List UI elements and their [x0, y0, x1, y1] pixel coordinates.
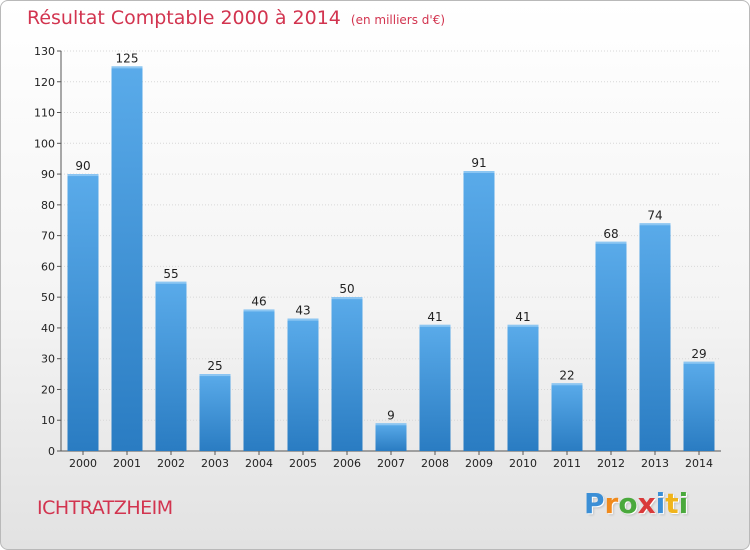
y-tick-label: 110	[34, 107, 55, 120]
bar-highlight	[375, 423, 407, 426]
x-tick-label-2010: 2010	[509, 457, 537, 470]
y-tick-label: 20	[41, 383, 55, 396]
bar-highlight	[419, 324, 451, 327]
x-tick-label-2009: 2009	[465, 457, 493, 470]
bar-2004	[243, 309, 275, 451]
y-tick-label: 40	[41, 322, 55, 335]
bar-2001	[111, 66, 143, 451]
value-label-2007: 9	[387, 408, 395, 422]
x-tick-label-2001: 2001	[113, 457, 141, 470]
value-label-2009: 91	[471, 156, 486, 170]
value-label-2013: 74	[647, 208, 662, 222]
value-label-2003: 25	[207, 359, 222, 373]
logo-letter: i	[655, 487, 666, 520]
y-tick-label: 120	[34, 76, 55, 89]
x-tick-label-2007: 2007	[377, 457, 405, 470]
chart-title: Résultat Comptable 2000 à 2014 (en millie…	[27, 7, 445, 29]
y-tick-label: 60	[41, 260, 55, 273]
bar-highlight	[463, 171, 495, 173]
logo-letter: t	[665, 487, 679, 520]
y-tick-label: 0	[48, 445, 55, 458]
bar-2012	[595, 241, 627, 451]
value-label-2014: 29	[691, 347, 706, 361]
logo-letter: i	[678, 487, 689, 520]
bar-highlight	[331, 297, 363, 300]
value-label-2000: 90	[75, 159, 90, 173]
bar-2003	[199, 374, 231, 451]
commune-name: ICHTRATZHEIM	[37, 497, 173, 519]
y-tick-label: 30	[41, 353, 55, 366]
bar-2008	[419, 324, 451, 451]
bar-2000	[67, 174, 99, 452]
y-tick-label: 70	[41, 230, 55, 243]
proxiti-logo[interactable]: Proxiti	[584, 487, 688, 520]
x-tick-label-2000: 2000	[69, 457, 97, 470]
value-label-2008: 41	[427, 310, 442, 324]
bar-2009	[463, 171, 495, 451]
value-label-2005: 43	[295, 304, 310, 318]
bar-2002	[155, 281, 187, 451]
bar-highlight	[67, 174, 99, 177]
y-tick-label: 10	[41, 414, 55, 427]
x-tick-label-2008: 2008	[421, 457, 449, 470]
bar-highlight	[639, 223, 671, 226]
x-tick-label-2006: 2006	[333, 457, 361, 470]
value-label-2004: 46	[251, 294, 266, 308]
bar-highlight	[199, 374, 231, 377]
bar-highlight	[507, 324, 539, 327]
x-tick-label-2013: 2013	[641, 457, 669, 470]
x-tick-label-2012: 2012	[597, 457, 625, 470]
bar-highlight	[111, 66, 143, 69]
bar-2011	[551, 383, 583, 451]
chart-title-text: Résultat Comptable 2000 à 2014	[27, 7, 341, 29]
logo-letter: P	[584, 487, 605, 520]
bar-2006	[331, 297, 363, 451]
logo-letter: o	[618, 487, 638, 520]
bar-highlight	[155, 281, 187, 284]
y-tick-label: 50	[41, 291, 55, 304]
bar-highlight	[683, 361, 715, 364]
bar-highlight	[287, 318, 319, 321]
labels: 0 10 20 30 40 50 60 70 80 90 100 110 120 130 90 2000 125…	[34, 45, 713, 470]
logo-letter: r	[604, 487, 619, 520]
bar-highlight	[551, 383, 583, 386]
x-tick-label-2004: 2004	[245, 457, 273, 470]
bar-2007	[375, 423, 407, 451]
gridlines	[61, 50, 721, 421]
bar-highlight	[243, 309, 275, 312]
x-tick-label-2014: 2014	[685, 457, 713, 470]
value-label-2001: 125	[116, 51, 139, 65]
y-tick-label: 100	[34, 137, 55, 150]
value-label-2006: 50	[339, 282, 354, 296]
value-label-2012: 68	[603, 227, 618, 241]
bar-2014	[683, 361, 715, 451]
logo-letter: x	[637, 487, 656, 520]
chart-subtitle: (en milliers d'€)	[350, 13, 446, 27]
value-label-2010: 41	[515, 310, 530, 324]
value-label-2002: 55	[163, 267, 178, 281]
x-tick-label-2003: 2003	[201, 457, 229, 470]
bar-highlight	[595, 241, 627, 244]
y-tick-label: 90	[41, 168, 55, 181]
x-tick-label-2005: 2005	[289, 457, 317, 470]
x-tick-label-2002: 2002	[157, 457, 185, 470]
bar-2013	[639, 223, 671, 451]
x-tick-label-2011: 2011	[553, 457, 581, 470]
y-tick-label: 130	[34, 45, 55, 58]
value-label-2011: 22	[559, 368, 574, 382]
y-tick-label: 80	[41, 199, 55, 212]
bar-2010	[507, 324, 539, 451]
bars	[67, 66, 715, 452]
bar-2005	[287, 318, 319, 451]
